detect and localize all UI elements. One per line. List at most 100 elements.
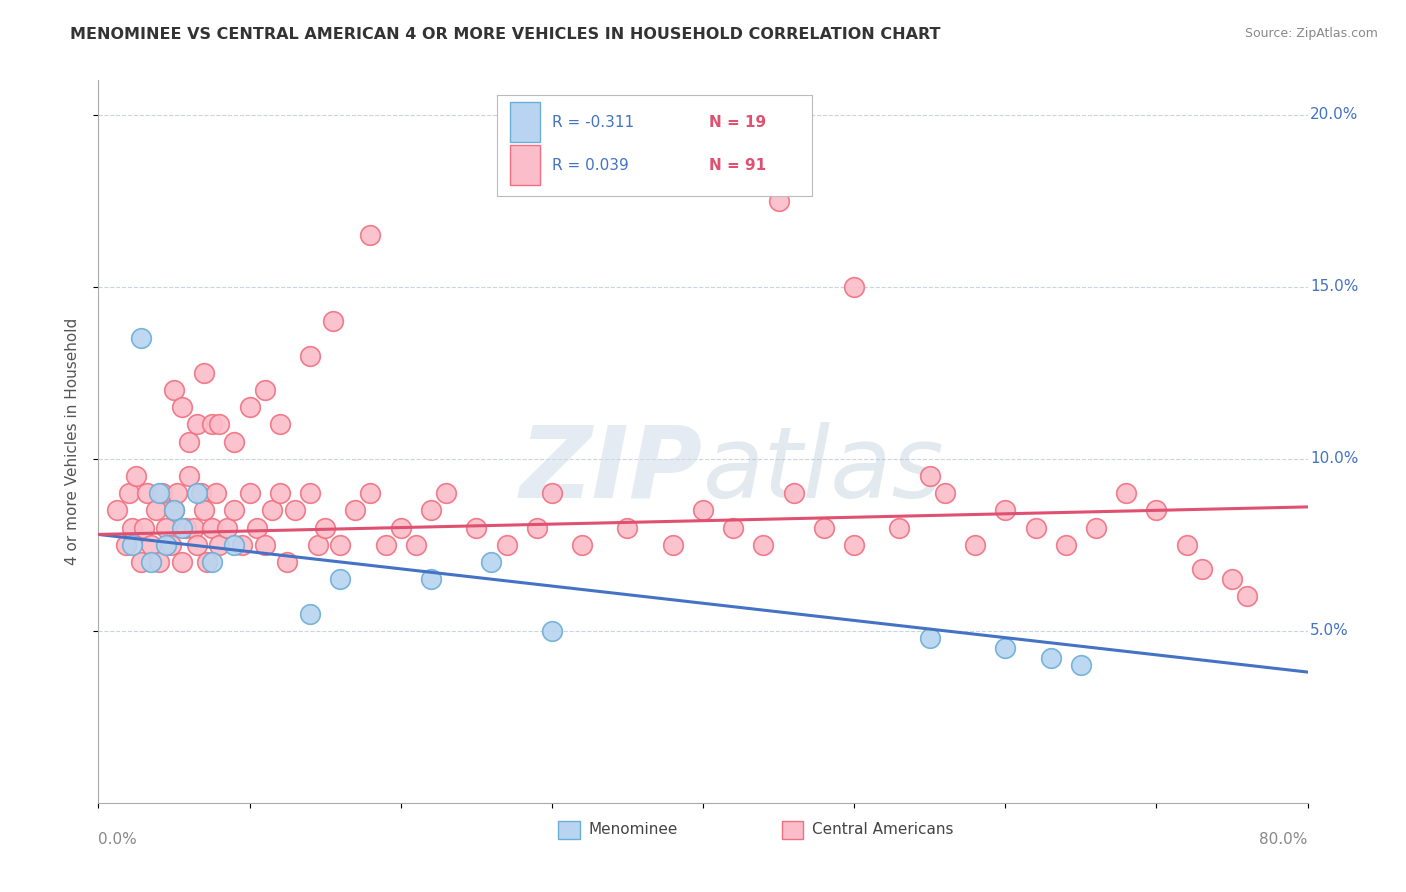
Point bbox=[844, 538, 866, 552]
Text: 15.0%: 15.0% bbox=[1310, 279, 1358, 294]
Point bbox=[360, 486, 382, 500]
Point bbox=[174, 520, 197, 534]
Point bbox=[239, 400, 262, 414]
Point bbox=[495, 538, 517, 552]
Text: Menominee: Menominee bbox=[588, 822, 678, 837]
Point bbox=[329, 538, 352, 552]
Text: N = 91: N = 91 bbox=[709, 158, 766, 173]
Point bbox=[155, 538, 177, 552]
Text: 20.0%: 20.0% bbox=[1310, 107, 1358, 122]
Point bbox=[420, 503, 443, 517]
Point bbox=[183, 520, 205, 534]
Point bbox=[1220, 572, 1243, 586]
Point bbox=[307, 538, 329, 552]
Point bbox=[344, 503, 367, 517]
Point bbox=[208, 417, 231, 432]
Point bbox=[231, 538, 253, 552]
Point bbox=[148, 486, 170, 500]
Point bbox=[170, 400, 193, 414]
Point bbox=[208, 538, 231, 552]
Text: N = 19: N = 19 bbox=[709, 115, 766, 129]
Text: ZIP: ZIP bbox=[520, 422, 703, 519]
Point bbox=[1191, 562, 1213, 576]
Point bbox=[205, 486, 228, 500]
Point bbox=[276, 555, 298, 569]
Point bbox=[1054, 538, 1077, 552]
Point bbox=[170, 520, 193, 534]
Point bbox=[329, 572, 352, 586]
Point bbox=[118, 486, 141, 500]
Point bbox=[215, 520, 238, 534]
Point bbox=[246, 520, 269, 534]
Bar bbox=[558, 821, 579, 838]
Point bbox=[121, 520, 143, 534]
Point bbox=[389, 520, 412, 534]
Point bbox=[179, 434, 201, 449]
Point bbox=[121, 538, 143, 552]
Point bbox=[420, 572, 443, 586]
Point bbox=[179, 469, 201, 483]
Point bbox=[322, 314, 344, 328]
Bar bbox=[782, 821, 803, 838]
Point bbox=[253, 383, 276, 397]
Point bbox=[224, 538, 246, 552]
Point bbox=[965, 538, 987, 552]
Text: atlas: atlas bbox=[703, 422, 945, 519]
Point bbox=[783, 486, 806, 500]
Point bbox=[1070, 658, 1092, 673]
Point bbox=[994, 503, 1017, 517]
Point bbox=[374, 538, 396, 552]
Point bbox=[170, 555, 193, 569]
Point bbox=[465, 520, 488, 534]
Point bbox=[723, 520, 745, 534]
Point bbox=[299, 486, 322, 500]
Point bbox=[105, 503, 128, 517]
Point bbox=[239, 486, 262, 500]
Text: R = 0.039: R = 0.039 bbox=[551, 158, 628, 173]
Point bbox=[253, 538, 276, 552]
Point bbox=[141, 555, 163, 569]
Point bbox=[1115, 486, 1137, 500]
Point bbox=[186, 486, 208, 500]
Point bbox=[135, 486, 157, 500]
Point bbox=[1085, 520, 1108, 534]
Text: Central Americans: Central Americans bbox=[811, 822, 953, 837]
Point bbox=[145, 503, 167, 517]
Point bbox=[540, 624, 562, 638]
Bar bbox=[509, 145, 540, 185]
Point bbox=[616, 520, 638, 534]
Point bbox=[661, 538, 683, 552]
Point bbox=[186, 538, 208, 552]
Point bbox=[434, 486, 457, 500]
Point bbox=[201, 555, 224, 569]
Point bbox=[481, 555, 503, 569]
Bar bbox=[509, 102, 540, 142]
Point bbox=[129, 555, 152, 569]
Point bbox=[1146, 503, 1168, 517]
FancyBboxPatch shape bbox=[498, 95, 811, 196]
Text: MENOMINEE VS CENTRAL AMERICAN 4 OR MORE VEHICLES IN HOUSEHOLD CORRELATION CHART: MENOMINEE VS CENTRAL AMERICAN 4 OR MORE … bbox=[70, 27, 941, 42]
Point bbox=[768, 194, 790, 208]
Point bbox=[224, 434, 246, 449]
Point bbox=[186, 417, 208, 432]
Point bbox=[141, 538, 163, 552]
Point bbox=[299, 607, 322, 621]
Point bbox=[163, 503, 186, 517]
Point bbox=[155, 520, 177, 534]
Point bbox=[844, 279, 866, 293]
Point bbox=[692, 503, 714, 517]
Point bbox=[195, 555, 218, 569]
Point bbox=[262, 503, 284, 517]
Point bbox=[193, 366, 215, 380]
Point bbox=[360, 228, 382, 243]
Point bbox=[125, 469, 148, 483]
Point bbox=[160, 538, 183, 552]
Point bbox=[571, 538, 593, 552]
Point bbox=[132, 520, 155, 534]
Point bbox=[269, 486, 291, 500]
Y-axis label: 4 or more Vehicles in Household: 4 or more Vehicles in Household bbox=[65, 318, 80, 566]
Point bbox=[284, 503, 307, 517]
Text: 10.0%: 10.0% bbox=[1310, 451, 1358, 467]
Point bbox=[813, 520, 835, 534]
Point bbox=[526, 520, 548, 534]
